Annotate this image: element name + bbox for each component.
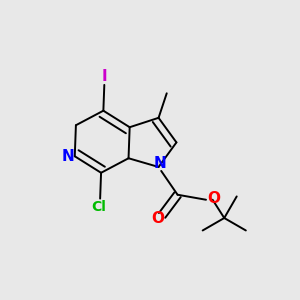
Text: O: O (208, 190, 221, 206)
Text: Cl: Cl (91, 200, 106, 214)
Text: N: N (154, 155, 167, 170)
Text: O: O (152, 211, 165, 226)
Text: N: N (61, 149, 74, 164)
Text: I: I (101, 69, 107, 84)
